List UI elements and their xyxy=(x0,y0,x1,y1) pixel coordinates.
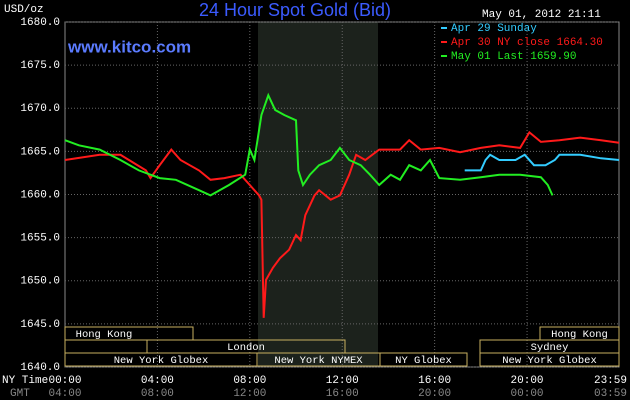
session-box xyxy=(64,326,194,341)
session-label: Sydney xyxy=(531,342,569,354)
series-line xyxy=(464,153,620,172)
x2-tick-label: 04:00 xyxy=(48,388,81,400)
x2-axis-label: GMT xyxy=(10,388,30,400)
session-label: Hong Kong xyxy=(76,329,133,341)
x-tick-label: 23:59 xyxy=(594,375,627,387)
watermark: www.kitco.com xyxy=(67,37,191,56)
x2-tick-label: 20:00 xyxy=(418,388,451,400)
x-axis-label: NY Time xyxy=(2,375,48,387)
legend-label: May 01 Last 1659.90 xyxy=(451,51,576,63)
x-tick-label: 00:00 xyxy=(48,375,81,387)
session-label: NY Globex xyxy=(395,355,452,367)
x-tick-label: 16:00 xyxy=(418,375,451,387)
y-tick-label: 1670.0 xyxy=(20,103,60,115)
session-label: New York Globex xyxy=(502,355,597,367)
session-box xyxy=(379,352,468,367)
timestamp: May 01, 2012 21:11 xyxy=(482,9,601,21)
x-tick-label: 20:00 xyxy=(511,375,544,387)
y-tick-label: 1675.0 xyxy=(20,60,60,72)
y-tick-label: 1655.0 xyxy=(20,233,60,245)
legend-label: Apr 29 Sunday xyxy=(451,23,537,35)
session-label: London xyxy=(227,342,265,354)
x2-tick-label: 08:00 xyxy=(141,388,174,400)
series-line xyxy=(64,92,554,197)
session-label: Hong Kong xyxy=(551,329,608,341)
session-label: New York NYMEX xyxy=(274,355,363,367)
series-line xyxy=(64,130,620,318)
y-tick-label: 1650.0 xyxy=(20,276,60,288)
chart-title: 24 Hour Spot Gold (Bid) xyxy=(199,0,391,20)
x2-tick-label: 12:00 xyxy=(233,388,266,400)
y-tick-label: 1665.0 xyxy=(20,146,60,158)
session-label: New York Globex xyxy=(114,355,209,367)
y-tick-label: 1640.0 xyxy=(20,362,60,374)
x2-tick-label: 16:00 xyxy=(326,388,359,400)
y-tick-label: 1645.0 xyxy=(20,319,60,331)
y-tick-label: 1660.0 xyxy=(20,189,60,201)
session-box xyxy=(479,352,620,367)
x2-tick-label: 00:00 xyxy=(511,388,544,400)
y-axis-label: USD/oz xyxy=(4,4,44,16)
y-tick-label: 1680.0 xyxy=(20,17,60,29)
x-tick-label: 12:00 xyxy=(326,375,359,387)
session-box xyxy=(64,339,148,354)
x2-tick-label: 03:59 xyxy=(594,388,627,400)
legend-label: Apr 30 NY close 1664.30 xyxy=(451,37,603,49)
x-tick-label: 08:00 xyxy=(233,375,266,387)
x-tick-label: 04:00 xyxy=(141,375,174,387)
